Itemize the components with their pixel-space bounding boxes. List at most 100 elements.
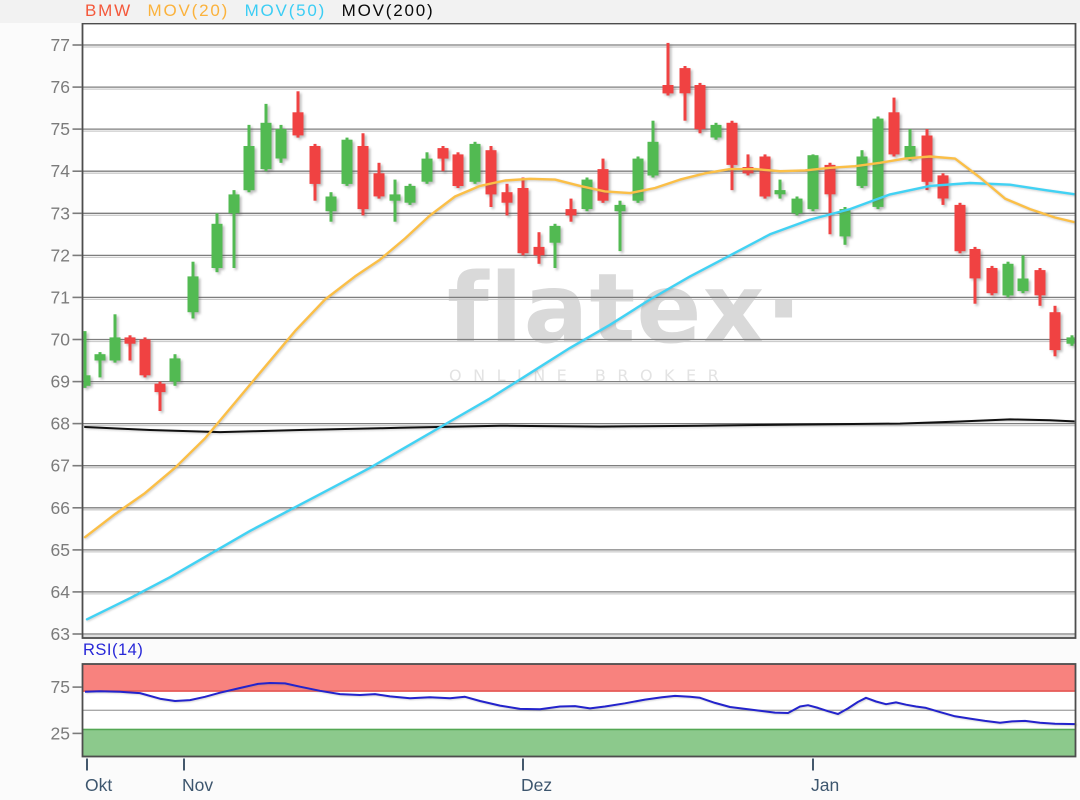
watermark: flatex·ONLINE BROKER [447,253,803,385]
y-axis-label: 63 [51,624,70,644]
candle [937,173,949,205]
rsi-panel-border [81,663,1077,758]
candle [581,177,593,212]
legend-bar: BMW MOV(20) MOV(50) MOV(200) [0,0,1080,23]
y-axis-label: 64 [51,582,71,602]
y-axis-label: 76 [51,77,70,97]
y-axis-label: 75 [51,119,70,139]
candle [774,179,786,199]
candle [389,179,401,222]
candle [404,183,416,205]
candle [94,352,106,378]
candle [437,146,449,172]
candle [211,213,223,273]
x-axis-label: Dez [521,775,552,795]
watermark-tagline: ONLINE BROKER [449,366,730,385]
candle [726,120,738,191]
candle [1017,255,1029,294]
y-axis-labels: 77 76 75 74 73 72 71 70 69 68 67 66 65 64 63 [51,35,82,644]
candle [228,190,240,268]
candle [533,232,545,264]
candle [154,381,166,411]
candle [824,162,836,235]
y-axis-label: 72 [51,245,70,265]
y-axis-label: 77 [51,35,70,55]
y-axis-label: 65 [51,540,70,560]
y-axis-label: 71 [51,287,70,307]
candle [124,335,136,361]
main-plot-border [81,22,1077,639]
candle [856,150,868,188]
candle [986,265,998,296]
rsi-panel: 75 25 [51,663,1077,758]
candle [373,162,385,199]
candle [109,314,121,363]
candle [83,331,91,388]
candle [485,146,497,207]
candle [710,122,722,140]
x-axis-label: Jan [811,775,839,795]
candle [1066,335,1075,346]
candle [309,143,321,201]
x-axis: Okt Nov Dez Jan [85,758,839,795]
candle [1034,268,1046,306]
candle [357,133,369,216]
candle [807,154,819,212]
candle [614,200,626,252]
overlay-mov-200- [84,418,1075,434]
x-axis-label: Okt [85,775,112,795]
candle [139,337,151,378]
candle [469,141,481,184]
y-axis-label: 74 [51,161,71,181]
candle [888,97,900,157]
x-axis-label: Nov [182,775,213,795]
y-axis-label: 70 [51,330,71,350]
candle [759,154,771,199]
legend-item-symbol: BMW [85,1,132,20]
candle [632,156,644,203]
candle [341,137,353,186]
candle [679,66,691,121]
legend-item-mov200: MOV(200) [341,1,435,20]
overlay-mov-20- [83,155,1075,539]
candle [954,202,966,254]
candle [1002,261,1014,298]
candle [565,198,577,222]
candle [243,124,255,193]
candle [969,246,981,304]
candle [421,152,433,184]
rsi-line [84,682,1077,726]
rsi-indicator-label: RSI(14) [83,641,144,659]
y-axis-label: 69 [51,372,70,392]
y-axis-label: 66 [51,498,70,518]
candle [452,152,464,188]
candle [275,124,287,163]
candle [647,120,659,178]
candle [694,82,706,134]
legend-item-mov20: MOV(20) [147,1,230,20]
candle [839,207,851,245]
y-axis-label: 68 [51,414,70,434]
candle [549,223,561,268]
candle [662,42,674,96]
candle [904,129,916,161]
candle [921,129,933,191]
candle [501,183,513,216]
legend-item-mov50: MOV(50) [244,1,327,20]
candle [791,196,803,216]
y-axis-label: 67 [51,456,70,476]
overlay-mov-50- [85,181,1075,621]
y-axis-label: 73 [51,203,70,223]
rsi-oversold-band [82,728,1076,757]
rsi-y-label: 25 [51,723,70,743]
candle [517,177,529,256]
candle [260,103,272,172]
rsi-overbought-band [82,664,1076,692]
candle [325,192,337,222]
watermark-brand: flatex· [447,253,803,365]
candle [187,261,199,319]
rsi-y-label: 75 [51,677,70,697]
candle [1049,305,1061,357]
